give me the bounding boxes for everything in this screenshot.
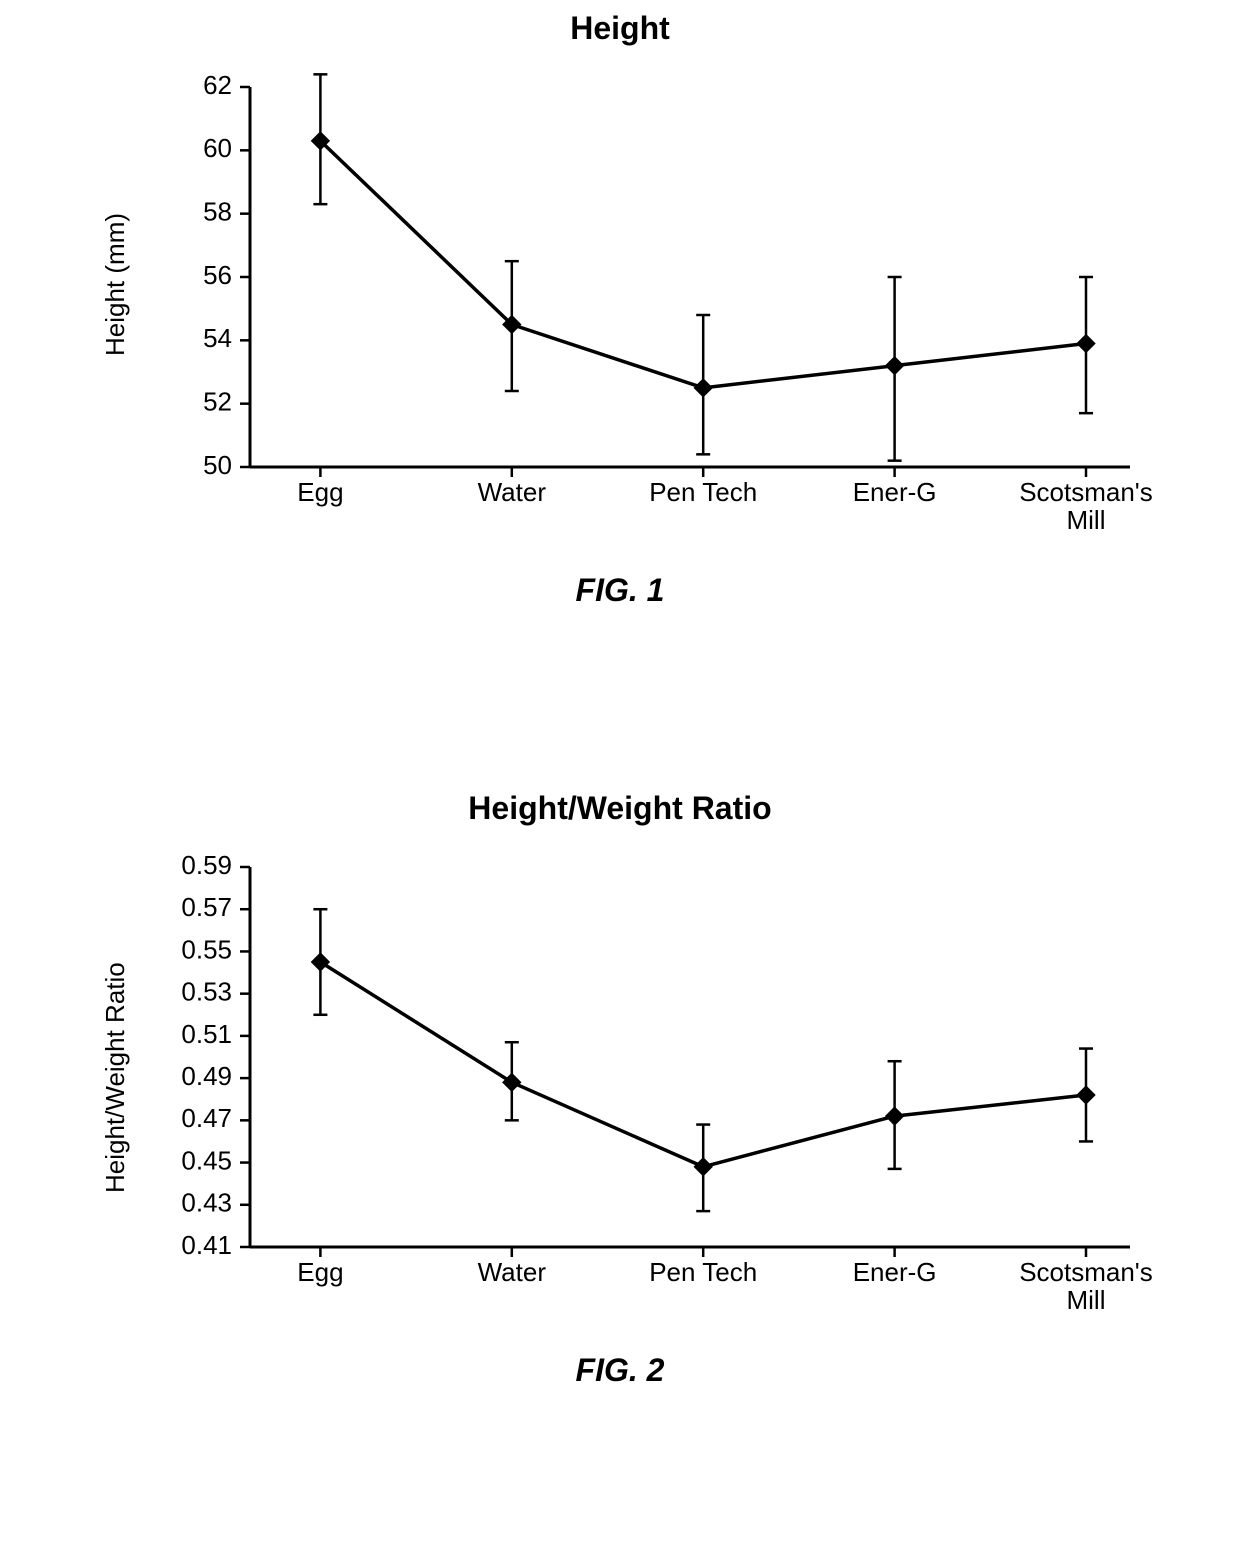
svg-text:Ener-G: Ener-G xyxy=(853,1257,937,1287)
figure-1: Height Height (mm) 50 52 54 56 58 60 62 Egg Wate… xyxy=(70,10,1170,609)
svg-text:Egg: Egg xyxy=(297,477,343,507)
svg-text:Scotsman's: Scotsman's xyxy=(1019,477,1153,507)
svg-text:0.57: 0.57 xyxy=(181,892,232,922)
svg-text:Mill: Mill xyxy=(1067,1285,1106,1315)
figure-2-title: Height/Weight Ratio xyxy=(70,790,1170,827)
svg-text:Water: Water xyxy=(478,1257,547,1287)
svg-text:Water: Water xyxy=(478,477,547,507)
svg-text:0.47: 0.47 xyxy=(181,1103,232,1133)
svg-text:58: 58 xyxy=(203,197,232,227)
svg-text:0.49: 0.49 xyxy=(181,1061,232,1091)
figure-2-caption: FIG. 2 xyxy=(70,1352,1170,1389)
svg-text:Pen Tech: Pen Tech xyxy=(649,477,757,507)
figure-1-plot-area: Height (mm) 50 52 54 56 58 60 62 Egg Water Pen Te… xyxy=(70,67,1170,557)
svg-text:0.55: 0.55 xyxy=(181,934,232,964)
svg-text:0.41: 0.41 xyxy=(181,1230,232,1260)
svg-text:Ener-G: Ener-G xyxy=(853,477,937,507)
figure-2: Height/Weight Ratio Height/Weight Ratio … xyxy=(70,790,1170,1389)
svg-text:0.59: 0.59 xyxy=(181,850,232,880)
figure-1-caption: FIG. 1 xyxy=(70,572,1170,609)
figure-2-svg: 0.41 0.43 0.45 0.47 0.49 0.51 0.53 0.55 0.57 0.59… xyxy=(70,847,1170,1337)
svg-text:62: 62 xyxy=(203,70,232,100)
svg-text:56: 56 xyxy=(203,260,232,290)
figure-1-svg: 50 52 54 56 58 60 62 Egg Water Pen Tech Ener-G Scot… xyxy=(70,67,1170,557)
svg-text:Pen Tech: Pen Tech xyxy=(649,1257,757,1287)
svg-text:54: 54 xyxy=(203,323,232,353)
svg-text:0.51: 0.51 xyxy=(181,1019,232,1049)
svg-text:Scotsman's: Scotsman's xyxy=(1019,1257,1153,1287)
figure-1-title: Height xyxy=(70,10,1170,47)
svg-text:0.45: 0.45 xyxy=(181,1145,232,1175)
svg-text:Egg: Egg xyxy=(297,1257,343,1287)
figure-1-ylabel: Height (mm) xyxy=(100,213,131,356)
svg-text:Mill: Mill xyxy=(1067,505,1106,535)
figure-2-ylabel: Height/Weight Ratio xyxy=(100,962,131,1193)
svg-text:0.53: 0.53 xyxy=(181,977,232,1007)
svg-text:52: 52 xyxy=(203,387,232,417)
svg-text:50: 50 xyxy=(203,450,232,480)
figure-2-plot-area: Height/Weight Ratio 0.41 0.43 0.45 0.47 0.49… xyxy=(70,847,1170,1337)
page: Height Height (mm) 50 52 54 56 58 60 62 Egg Wate… xyxy=(0,0,1240,1546)
svg-text:0.43: 0.43 xyxy=(181,1188,232,1218)
svg-text:60: 60 xyxy=(203,133,232,163)
